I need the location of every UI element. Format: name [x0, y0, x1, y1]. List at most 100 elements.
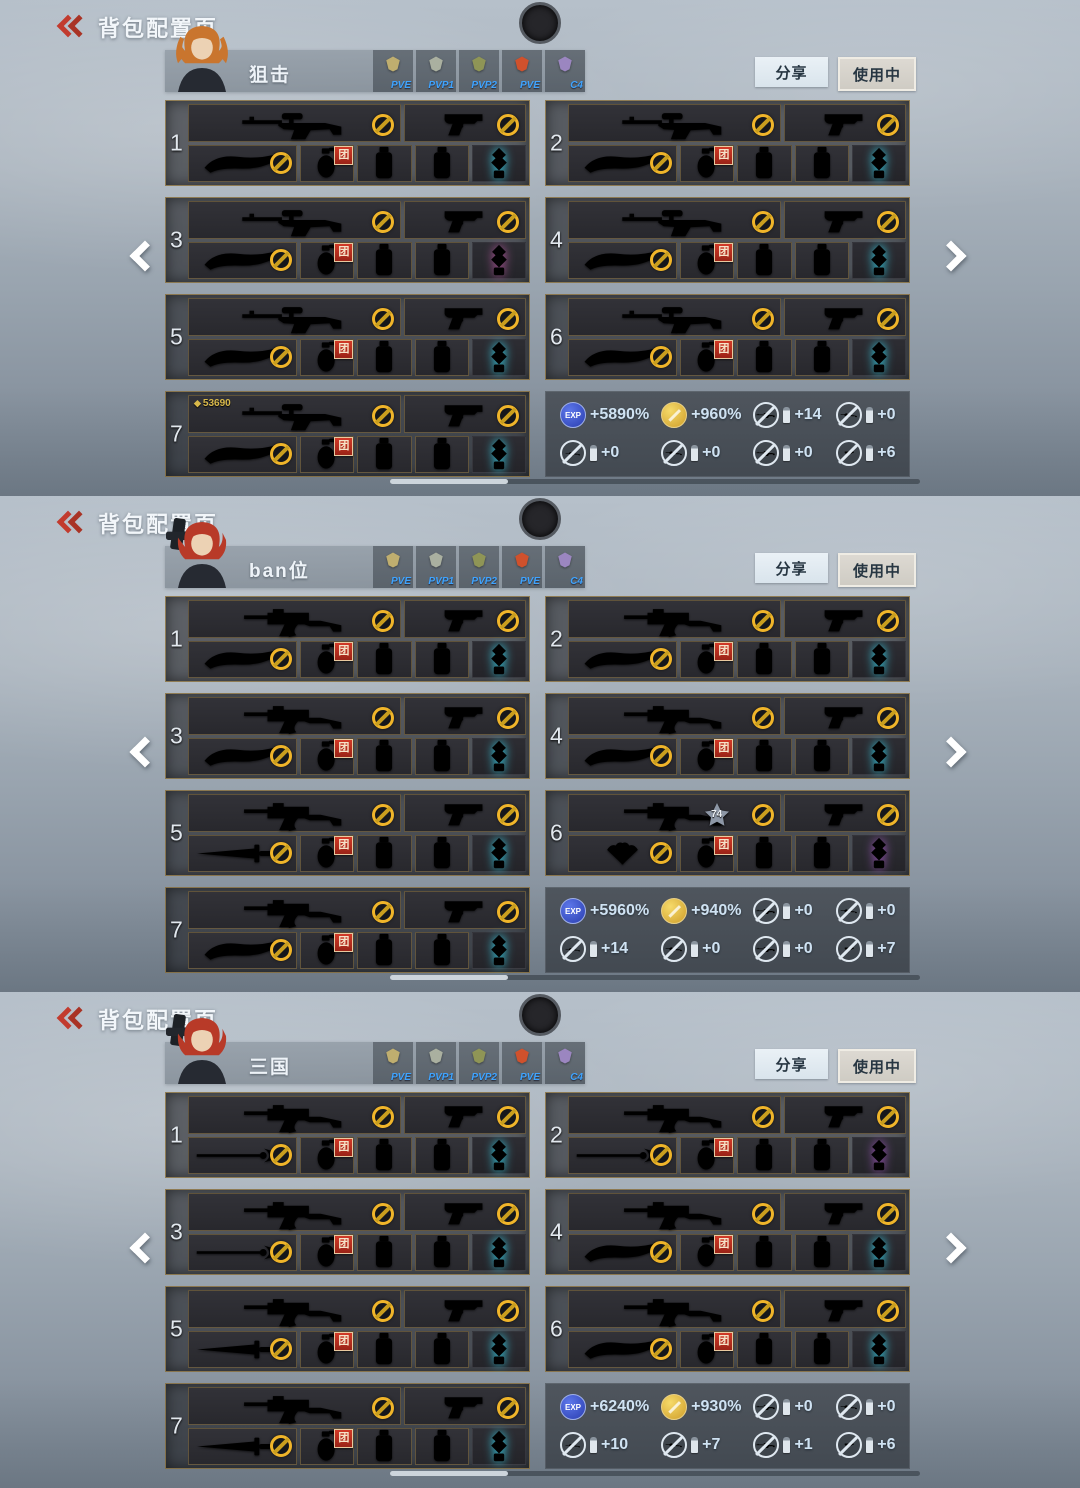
equipment-slot[interactable]	[737, 241, 792, 279]
charm-slot[interactable]	[471, 435, 527, 473]
equipment-slot[interactable]	[357, 834, 412, 872]
primary-weapon-slot[interactable]	[188, 104, 401, 142]
equipment-slot[interactable]	[357, 1233, 412, 1271]
next-page-arrow[interactable]	[934, 1230, 967, 1264]
secondary-weapon-slot[interactable]	[403, 891, 526, 929]
equipment-slot[interactable]	[357, 435, 412, 473]
melee-weapon-slot[interactable]	[188, 1233, 298, 1271]
in-use-button[interactable]: 使用中	[838, 553, 916, 587]
equipment-slot[interactable]	[794, 834, 849, 872]
melee-weapon-slot[interactable]	[568, 338, 678, 376]
melee-weapon-slot[interactable]	[188, 931, 298, 969]
scrollbar[interactable]	[390, 975, 920, 980]
primary-weapon-slot[interactable]	[568, 1096, 781, 1134]
equipment-slot[interactable]	[414, 640, 469, 678]
tab-pve[interactable]: PVE	[502, 546, 542, 588]
prev-page-arrow[interactable]	[128, 734, 161, 768]
prev-page-arrow[interactable]	[128, 238, 161, 272]
next-page-arrow[interactable]	[934, 734, 967, 768]
scrollbar-thumb[interactable]	[390, 479, 508, 484]
charm-slot[interactable]	[851, 1330, 907, 1368]
melee-weapon-slot[interactable]	[188, 1136, 298, 1174]
equipment-slot[interactable]	[357, 640, 412, 678]
melee-weapon-slot[interactable]	[568, 241, 678, 279]
tab-pve[interactable]: PVE	[373, 50, 413, 92]
primary-weapon-slot[interactable]	[568, 201, 781, 239]
equipment-slot[interactable]	[414, 1233, 469, 1271]
melee-weapon-slot[interactable]	[188, 144, 298, 182]
charm-slot[interactable]	[851, 640, 907, 678]
secondary-weapon-slot[interactable]	[783, 201, 906, 239]
charm-slot[interactable]	[851, 241, 907, 279]
melee-weapon-slot[interactable]	[188, 435, 298, 473]
equipment-slot[interactable]	[794, 1233, 849, 1271]
secondary-weapon-slot[interactable]	[783, 600, 906, 638]
equipment-slot[interactable]	[414, 144, 469, 182]
charm-slot[interactable]	[471, 241, 527, 279]
equipment-slot[interactable]: 团	[300, 737, 355, 775]
charm-slot[interactable]	[471, 640, 527, 678]
equipment-slot[interactable]: 团	[300, 1136, 355, 1174]
primary-weapon-slot[interactable]	[188, 1290, 401, 1328]
equipment-slot[interactable]	[737, 640, 792, 678]
secondary-weapon-slot[interactable]	[783, 1193, 906, 1231]
equipment-slot[interactable]	[357, 1427, 412, 1465]
share-button[interactable]: 分享	[755, 1049, 828, 1079]
equipment-slot[interactable]	[794, 241, 849, 279]
equipment-slot[interactable]	[794, 640, 849, 678]
equipment-slot[interactable]: 团	[300, 834, 355, 872]
equipment-slot[interactable]: 团	[300, 435, 355, 473]
scrollbar[interactable]	[390, 479, 920, 484]
melee-weapon-slot[interactable]	[188, 1427, 298, 1465]
melee-weapon-slot[interactable]	[568, 1136, 678, 1174]
equipment-slot[interactable]: 团	[680, 834, 735, 872]
melee-weapon-slot[interactable]	[568, 1330, 678, 1368]
tab-pve[interactable]: PVE	[502, 1042, 542, 1084]
charm-slot[interactable]	[471, 1136, 527, 1174]
secondary-weapon-slot[interactable]	[403, 201, 526, 239]
charm-slot[interactable]	[471, 338, 527, 376]
equipment-slot[interactable]	[794, 1136, 849, 1174]
equipment-slot[interactable]: 团	[680, 1330, 735, 1368]
charm-slot[interactable]	[471, 144, 527, 182]
equipment-slot[interactable]	[357, 241, 412, 279]
equipment-slot[interactable]	[357, 338, 412, 376]
primary-weapon-slot[interactable]	[568, 298, 781, 336]
secondary-weapon-slot[interactable]	[403, 1193, 526, 1231]
primary-weapon-slot[interactable]	[188, 794, 401, 832]
charm-slot[interactable]	[471, 1427, 527, 1465]
melee-weapon-slot[interactable]	[568, 1233, 678, 1271]
primary-weapon-slot[interactable]	[188, 891, 401, 929]
secondary-weapon-slot[interactable]	[403, 1096, 526, 1134]
equipment-slot[interactable]: 团	[300, 1427, 355, 1465]
equipment-slot[interactable]: 团	[300, 1233, 355, 1271]
equipment-slot[interactable]	[357, 737, 412, 775]
charm-slot[interactable]	[471, 834, 527, 872]
primary-weapon-slot[interactable]	[568, 697, 781, 735]
equipment-slot[interactable]	[794, 1330, 849, 1368]
charm-slot[interactable]	[851, 1136, 907, 1174]
equipment-slot[interactable]	[737, 1233, 792, 1271]
secondary-weapon-slot[interactable]	[783, 697, 906, 735]
secondary-weapon-slot[interactable]	[783, 1096, 906, 1134]
tab-c4[interactable]: C4	[545, 546, 585, 588]
tab-c4[interactable]: C4	[545, 50, 585, 92]
equipment-slot[interactable]	[414, 1427, 469, 1465]
equipment-slot[interactable]	[737, 338, 792, 376]
primary-weapon-slot[interactable]	[188, 600, 401, 638]
primary-weapon-slot[interactable]	[188, 697, 401, 735]
in-use-button[interactable]: 使用中	[838, 57, 916, 91]
primary-weapon-slot[interactable]	[188, 201, 401, 239]
tab-pvp1[interactable]: PVP1	[416, 546, 456, 588]
secondary-weapon-slot[interactable]	[403, 395, 526, 433]
equipment-slot[interactable]	[414, 737, 469, 775]
equipment-slot[interactable]	[794, 144, 849, 182]
tab-pve[interactable]: PVE	[502, 50, 542, 92]
equipment-slot[interactable]	[357, 931, 412, 969]
secondary-weapon-slot[interactable]	[403, 600, 526, 638]
equipment-slot[interactable]: 团	[680, 241, 735, 279]
tab-pve[interactable]: PVE	[373, 1042, 413, 1084]
equipment-slot[interactable]	[414, 241, 469, 279]
equipment-slot[interactable]: 团	[680, 338, 735, 376]
charm-slot[interactable]	[471, 1330, 527, 1368]
